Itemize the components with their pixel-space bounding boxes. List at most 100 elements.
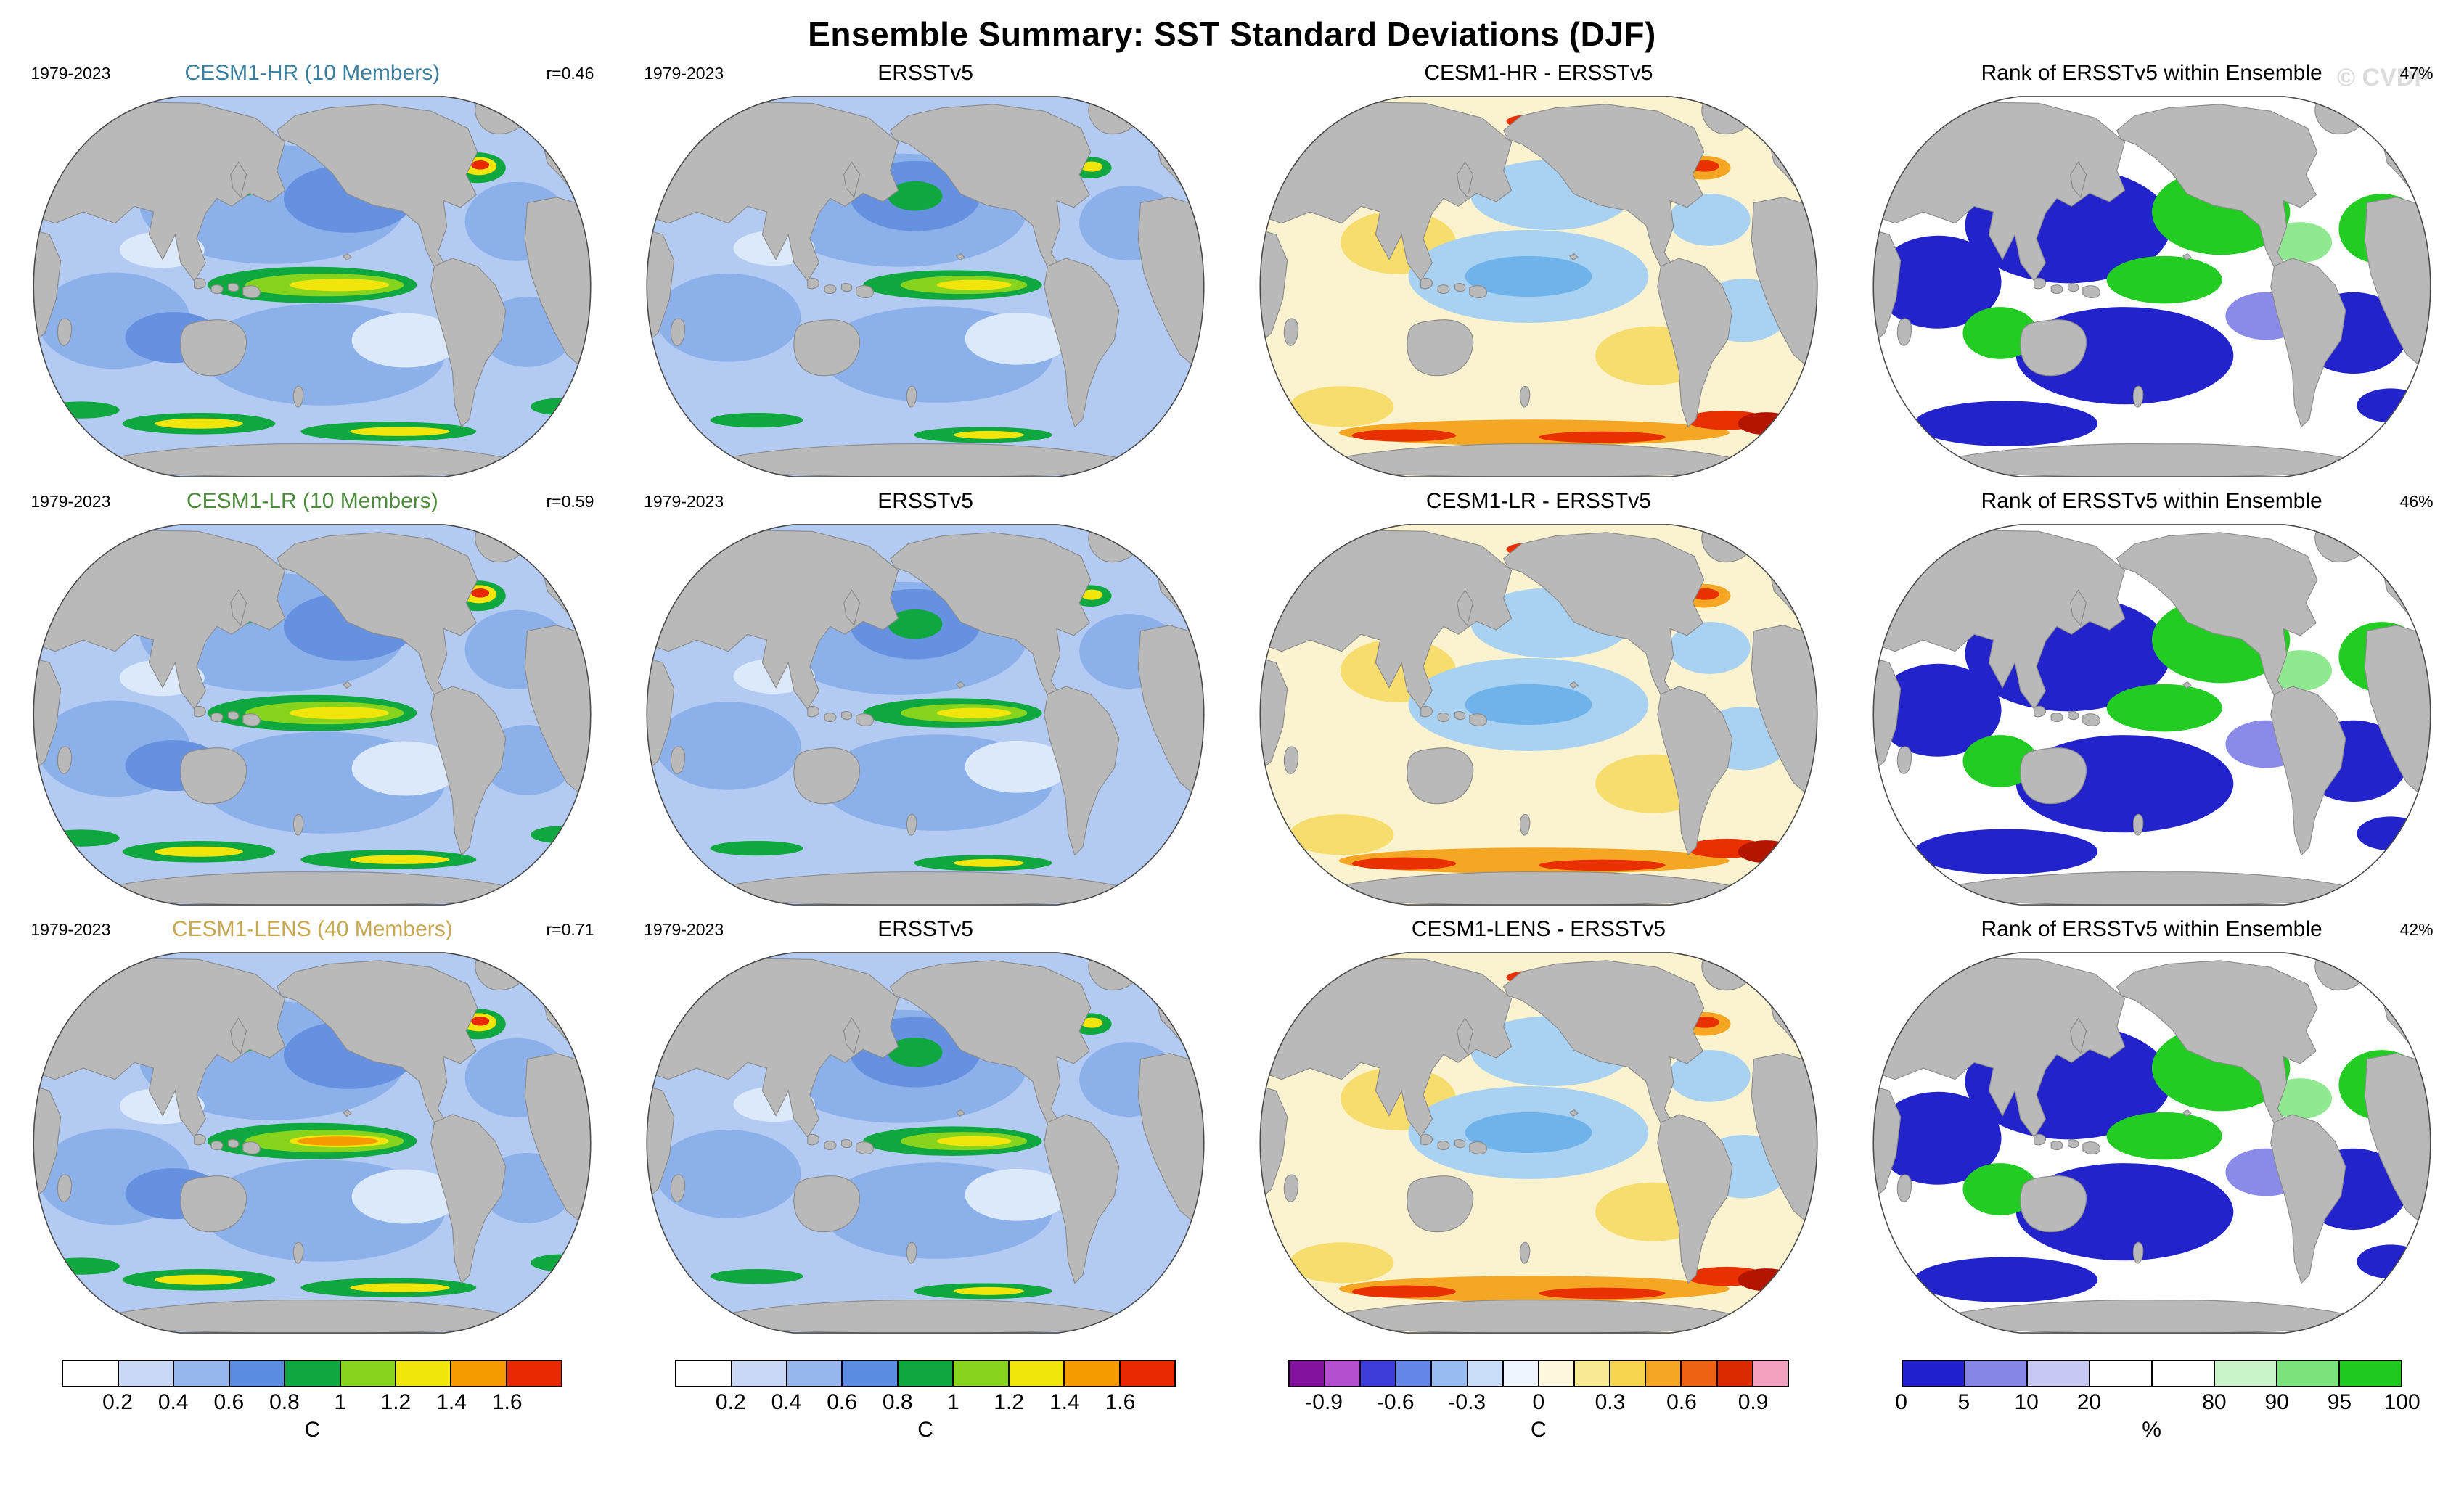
map-outline [1872,96,2431,477]
colorbar-bar [62,1360,563,1387]
colorbar-segment [1680,1361,1716,1386]
continents [1872,954,2431,1334]
world-map [642,945,1208,1341]
world-map [642,517,1208,913]
panel-stat-label: r=0.59 [546,492,594,511]
panel-header: 1979-2023 ERSSTv5 [642,913,1208,945]
colorbar-segment [173,1361,229,1386]
panel-title: CESM1-LENS - ERSSTv5 [1411,917,1666,941]
world-map [1256,945,1822,1341]
data-blob [965,312,1070,365]
world-map [1869,945,2435,1341]
colorbar-segment [1324,1361,1360,1386]
map-outline [33,96,592,477]
colorbar-tick-label: 0.8 [269,1390,300,1414]
data-blob [1669,622,1751,674]
colorbar-tick-label: 0.3 [1595,1390,1626,1414]
data-blob [1669,194,1751,246]
data-blob [43,1257,120,1275]
data-blob [297,1136,379,1146]
data-blob [1351,429,1456,442]
colorbar-tick-label: -0.6 [1376,1390,1415,1414]
colorbar-segment [284,1361,340,1386]
world-map-svg [1872,524,2431,906]
data-blob [531,1254,590,1272]
colorbar-segment [2026,1361,2089,1386]
panel-title: ERSSTv5 [877,917,973,941]
panel-period-label: 1979-2023 [644,920,724,939]
data-blob [2106,255,2222,304]
world-map [1869,89,2435,485]
data-blob [1538,1287,1666,1300]
panel-header: CESM1-HR - ERSSTv5 [1256,57,1822,89]
colorbar-segment [1430,1361,1467,1386]
colorbar-tick-label: 0.2 [715,1390,746,1414]
colorbar-segment [1359,1361,1396,1386]
data-blob [655,702,801,790]
continents [1872,98,2431,477]
map-outline [33,524,592,906]
map-outline [1259,96,1818,477]
colorbar-segment [896,1361,953,1386]
panel-title: CESM1-LR (10 Members) [187,489,438,513]
world-map [1869,517,2435,913]
world-map-svg [33,952,592,1334]
data-blob [954,1286,1024,1295]
world-map [642,89,1208,485]
world-map-svg [33,96,592,477]
continents [647,526,1204,906]
data-blob [471,588,490,598]
continents [1872,526,2431,906]
data-blob [471,1017,490,1026]
panel-header: CESM1-LR - ERSSTv5 [1256,485,1822,517]
data-blob [888,1037,943,1067]
colorbar-segment [1063,1361,1119,1386]
panel-period-label: 1979-2023 [30,64,111,83]
data-blob [954,430,1024,439]
colorbar-unit-label: C [917,1418,933,1442]
world-map [29,89,595,485]
colorbar-tick-label: 0.6 [213,1390,245,1414]
colorbar: 0.2 0.4 0.6 0.8 1 1.2 1.4 1.6 C [675,1360,1176,1442]
world-map-svg [33,524,592,906]
data-blob [531,826,590,844]
panel-stat-label: r=0.71 [546,920,594,939]
data-blob [2106,1112,2222,1160]
colorbar-tick-label: 1.4 [1049,1390,1080,1414]
colorbar-tick-label: -0.3 [1448,1390,1486,1414]
colorbar-bar [675,1360,1176,1387]
colorbar-ticks: 0.2 0.4 0.6 0.8 1 1.2 1.4 1.6 [62,1387,562,1416]
data-blob [710,412,803,428]
colorbar-segment [1118,1361,1175,1386]
map-outline [646,952,1205,1334]
colorbar-tick-label: 1 [947,1390,959,1414]
data-blob [350,1283,450,1292]
data-blob [155,846,244,857]
colorbar-segment [1466,1361,1502,1386]
data-blob [1874,235,2002,329]
data-field [1872,526,2431,906]
data-blob [1351,857,1456,870]
continents [647,954,1204,1334]
continents [1260,954,1817,1334]
data-blob [350,427,450,436]
panel-title: ERSSTv5 [877,61,973,85]
data-blob [1538,859,1666,871]
panel-header: 1979-2023 CESM1-HR (10 Members) r=0.46 [29,57,595,89]
panel-period-label: 1979-2023 [30,492,111,511]
colorbar-ticks: 0.2 0.4 0.6 0.8 1 1.2 1.4 1.6 [675,1387,1176,1416]
colorbar-tick-label: 20 [2076,1390,2102,1414]
world-map-svg [1872,96,2431,477]
colorbar-tick-label: 0.6 [1666,1390,1697,1414]
colorbar-tick-label: 1.2 [994,1390,1024,1414]
data-field [1872,98,2431,477]
data-blob [1351,1285,1456,1298]
map-panel: Rank of ERSSTv5 within Ensemble 47% [1845,57,2458,485]
colorbar-segment [450,1361,506,1386]
data-blob [1289,1242,1394,1284]
world-map-svg [646,952,1205,1334]
data-blob [351,741,460,796]
data-blob [1538,431,1666,443]
panel-title: Rank of ERSSTv5 within Ensemble [1981,61,2322,85]
colorbar-segment [1609,1361,1645,1386]
